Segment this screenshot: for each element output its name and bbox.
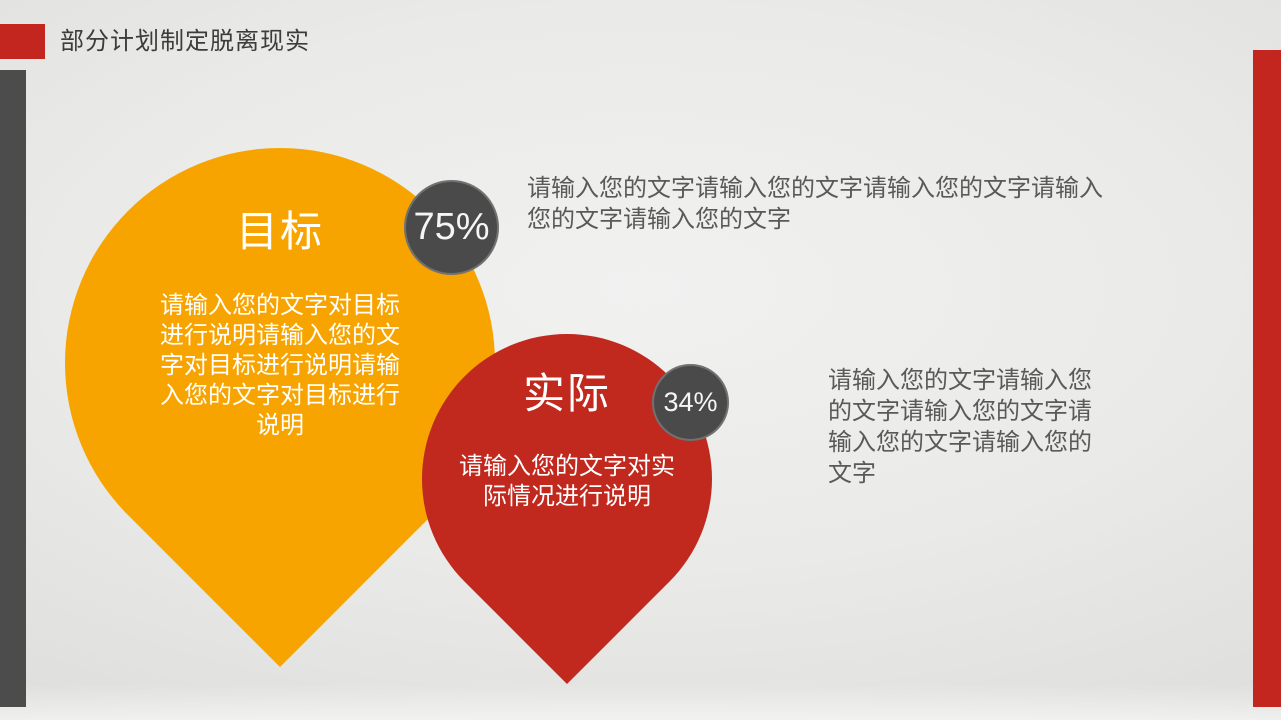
- actual-percent-value: 34%: [663, 387, 718, 417]
- goal-pin-title: 目标: [235, 208, 324, 255]
- actual-percent-badge: 34%: [652, 364, 729, 441]
- slide-title: 部分计划制定脱离现实: [60, 28, 310, 55]
- actual-description-line: 际情况进行说明: [483, 483, 651, 511]
- placeholder-text-line: 文字: [828, 460, 876, 487]
- goal-description-line: 入您的文字对目标进行: [160, 382, 400, 410]
- actual-pin-description: 请输入您的文字对实 际情况进行说明: [459, 452, 675, 512]
- goal-percent-badge: 75%: [404, 180, 499, 275]
- bottom-right-placeholder-text: 请输入您的文字请输入您 的文字请输入您的文字请 输入您的文字请输入您的 文字: [828, 365, 1092, 489]
- placeholder-text-line: 请输入您的文字请输入您的文字请输入您的文字请输入: [527, 175, 1103, 202]
- placeholder-text-line: 请输入您的文字请输入您: [828, 367, 1092, 394]
- actual-pin-title: 实际: [522, 370, 611, 417]
- title-accent-square: [0, 24, 45, 59]
- goal-description-line: 说明: [256, 412, 304, 440]
- top-right-placeholder-text: 请输入您的文字请输入您的文字请输入您的文字请输入 您的文字请输入您的文字: [527, 173, 1103, 235]
- right-edge-bar: [1253, 50, 1281, 707]
- placeholder-text-line: 输入您的文字请输入您的: [828, 429, 1092, 456]
- goal-pin-description: 请输入您的文字对目标 进行说明请输入您的文 字对目标进行说明请输 入您的文字对目…: [160, 291, 400, 441]
- placeholder-text-line: 的文字请输入您的文字请: [828, 398, 1092, 425]
- placeholder-text-line: 您的文字请输入您的文字: [527, 206, 791, 233]
- goal-description-line: 请输入您的文字对目标: [160, 292, 400, 320]
- goal-description-line: 字对目标进行说明请输: [160, 352, 400, 380]
- actual-description-line: 请输入您的文字对实: [459, 453, 675, 481]
- goal-description-line: 进行说明请输入您的文: [160, 322, 400, 350]
- left-edge-bar: [0, 70, 26, 707]
- goal-percent-value: 75%: [413, 206, 490, 248]
- actual-pin: 实际 请输入您的文字对实 际情况进行说明: [361, 273, 773, 685]
